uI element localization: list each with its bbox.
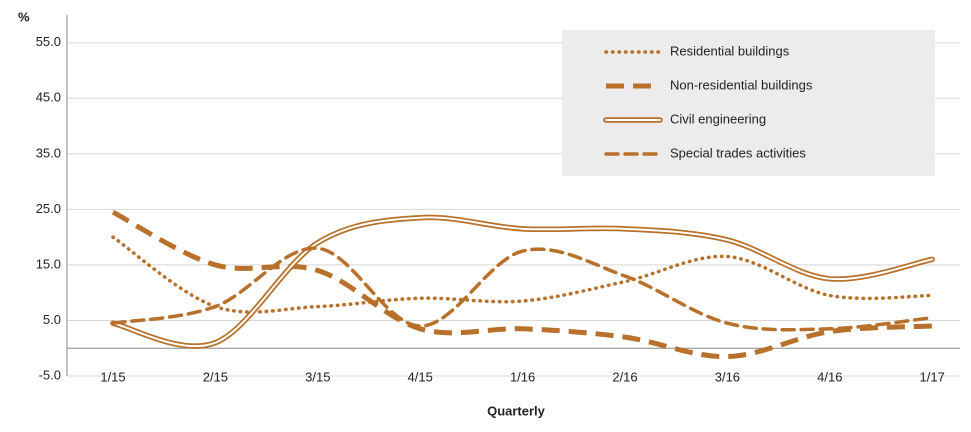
- y-tick-label: -5.0: [39, 367, 61, 382]
- line-inner: [112, 216, 934, 348]
- x-tick-label: 3/16: [715, 369, 740, 384]
- legend-label: Civil engineering: [670, 111, 766, 126]
- x-axis-label: Quarterly: [487, 403, 546, 418]
- x-tick-label: 1/15: [100, 369, 125, 384]
- y-tick-label: 55.0: [36, 34, 61, 49]
- y-tick-label: 35.0: [36, 145, 61, 160]
- y-tick-label: 5.0: [43, 312, 61, 327]
- y-axis-label: %: [18, 9, 30, 24]
- y-tick-label: 25.0: [36, 201, 61, 216]
- x-tick-label: 1/17: [920, 369, 945, 384]
- x-tick-label: 4/15: [408, 369, 433, 384]
- legend-label: Special trades activities: [670, 145, 806, 160]
- x-tick-label: 4/16: [817, 369, 842, 384]
- line: [111, 235, 934, 314]
- line: [111, 246, 934, 332]
- legend-label: Non-residential buildings: [670, 77, 813, 92]
- y-tick-label: 15.0: [36, 256, 61, 271]
- x-tick-label: 2/16: [612, 369, 637, 384]
- x-tick-label: 2/15: [203, 369, 228, 384]
- legend-box: [562, 30, 935, 176]
- y-tick-label: 45.0: [36, 90, 61, 105]
- x-tick-label: 1/16: [510, 369, 535, 384]
- legend-label: Residential buildings: [670, 43, 790, 58]
- x-tick-label: 3/15: [305, 369, 330, 384]
- line: [111, 209, 933, 360]
